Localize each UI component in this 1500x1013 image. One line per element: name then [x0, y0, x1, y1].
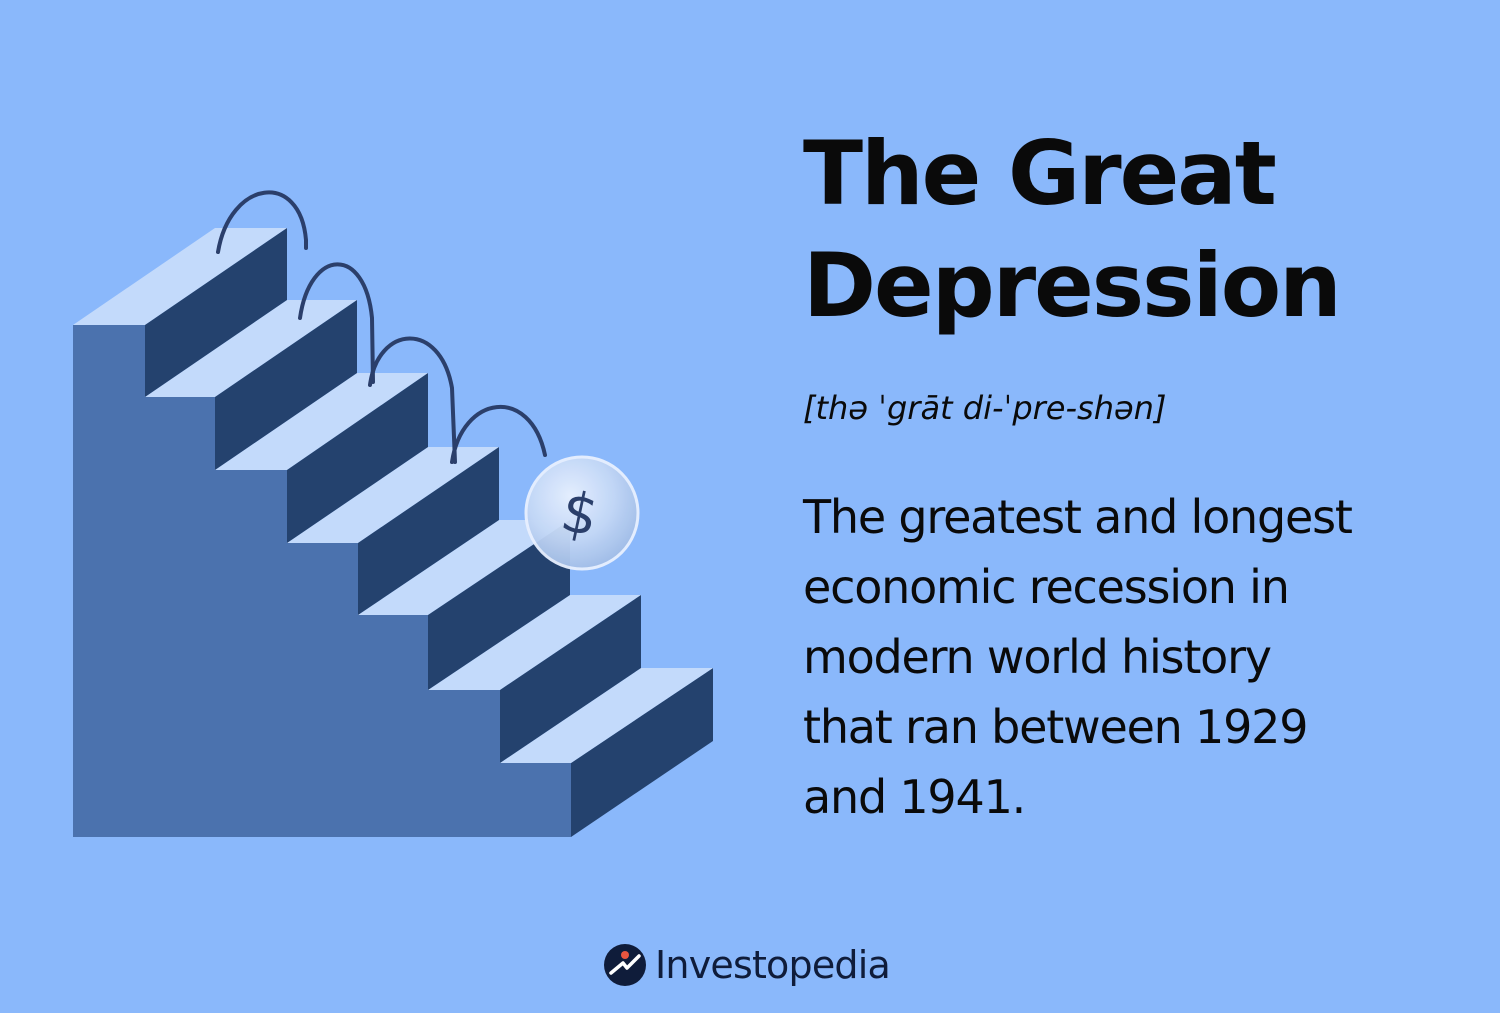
staircase-treads [73, 228, 713, 763]
staircase-side-wall [73, 325, 571, 837]
staircase-illustration: $ [73, 190, 713, 837]
title-line-1: The Great [803, 122, 1277, 225]
brand-name: Investopedia [655, 943, 891, 987]
coin-bounce-trail [216, 190, 547, 464]
dollar-coin-icon: $ [524, 455, 640, 571]
definition-line-2: economic recession in [803, 560, 1290, 614]
title-line-2: Depression [803, 234, 1342, 337]
investopedia-logo-icon [604, 944, 646, 986]
definition-line-5: and 1941. [803, 770, 1026, 824]
definition-line-3: modern world history [803, 630, 1272, 684]
definition-text: The greatest and longest economic recess… [803, 482, 1463, 832]
brand-logo: Investopedia [603, 940, 891, 990]
definition-line-1: The greatest and longest [803, 490, 1353, 544]
page-title: The Great Depression [803, 118, 1342, 342]
staircase-bottom-front [571, 668, 713, 837]
staircase-risers [145, 228, 641, 763]
pronunciation: [thə ˈgrāt di-ˈpre-shən] [803, 389, 1167, 427]
definition-line-4: that ran between 1929 [803, 700, 1309, 754]
